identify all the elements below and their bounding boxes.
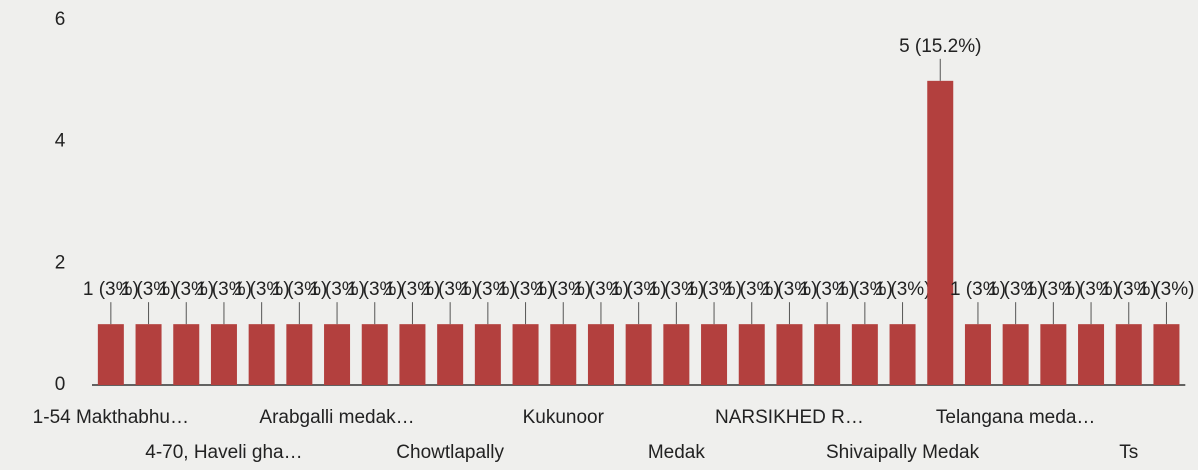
y-tick-label: 0: [55, 374, 66, 395]
value-label: 1 (3%): [988, 279, 1044, 300]
bar: [173, 324, 200, 385]
value-label: 1 (3%): [384, 279, 440, 300]
x-tick-label: 1-54 Makthabhu…: [33, 407, 189, 428]
value-label: 1 (3%): [1063, 279, 1119, 300]
value-label: 1 (3%): [875, 279, 931, 300]
value-label: 1 (3%): [1138, 279, 1194, 300]
bar: [474, 324, 501, 385]
x-tick-label: Chowtlapally: [396, 442, 504, 463]
value-label: 1 (3%): [724, 279, 780, 300]
bar: [210, 324, 237, 385]
bar: [964, 324, 991, 385]
bar: [625, 324, 652, 385]
value-label: 1 (3%): [196, 279, 252, 300]
bar: [927, 80, 954, 385]
bar: [248, 324, 275, 385]
bar: [97, 324, 124, 385]
value-label: 1 (3%): [950, 279, 1006, 300]
y-tick-label: 4: [55, 131, 66, 152]
value-label: 1 (3%): [498, 279, 554, 300]
bar: [550, 324, 577, 385]
value-label: 1 (3%): [158, 279, 214, 300]
x-tick-label: Kukunoor: [523, 407, 605, 428]
value-label: 1 (3%): [234, 279, 290, 300]
x-tick-label: NARSIKHED R…: [715, 407, 864, 428]
value-label: 1 (3%): [573, 279, 629, 300]
value-label: 1 (3%): [271, 279, 327, 300]
bar: [1002, 324, 1029, 385]
x-tick-label: Telangana meda…: [936, 407, 1096, 428]
value-label: 5 (15.2%): [899, 36, 981, 57]
x-tick-label: Arabgalli medak…: [259, 407, 414, 428]
value-label: 1 (3%): [83, 279, 139, 300]
value-label: 1 (3%): [347, 279, 403, 300]
bar: [135, 324, 162, 385]
bar: [851, 324, 878, 385]
x-tick-label: Ts: [1119, 442, 1138, 463]
bar: [701, 324, 728, 385]
value-label: 1 (3%): [422, 279, 478, 300]
bar: [663, 324, 690, 385]
value-label: 1 (3%): [799, 279, 855, 300]
bar: [587, 324, 614, 385]
bar: [814, 324, 841, 385]
x-tick-label: Shivaipally Medak: [826, 442, 980, 463]
value-label: 1 (3%): [648, 279, 704, 300]
bar: [324, 324, 351, 385]
value-label: 1 (3%): [309, 279, 365, 300]
value-label: 1 (3%): [761, 279, 817, 300]
x-tick-label: 4-70, Haveli gha…: [145, 442, 302, 463]
bar: [361, 324, 388, 385]
bar: [399, 324, 426, 385]
value-label: 1 (3%): [460, 279, 516, 300]
bar: [1078, 324, 1105, 385]
bar: [1153, 324, 1180, 385]
value-label: 1 (3%): [1101, 279, 1157, 300]
bar: [776, 324, 803, 385]
y-tick-label: 6: [55, 9, 66, 30]
x-tick-label: Medak: [648, 442, 706, 463]
value-label: 1 (3%): [1025, 279, 1081, 300]
value-label: 1 (3%): [837, 279, 893, 300]
bar: [1115, 324, 1142, 385]
value-label: 1 (3%): [611, 279, 667, 300]
bar: [738, 324, 765, 385]
y-tick-label: 2: [55, 252, 66, 273]
bar: [1040, 324, 1067, 385]
value-label: 1 (3%): [686, 279, 742, 300]
bar: [286, 324, 313, 385]
bar: [437, 324, 464, 385]
value-label: 1 (3%): [121, 279, 177, 300]
value-label: 1 (3%): [535, 279, 591, 300]
bar: [889, 324, 916, 385]
bar: [512, 324, 539, 385]
